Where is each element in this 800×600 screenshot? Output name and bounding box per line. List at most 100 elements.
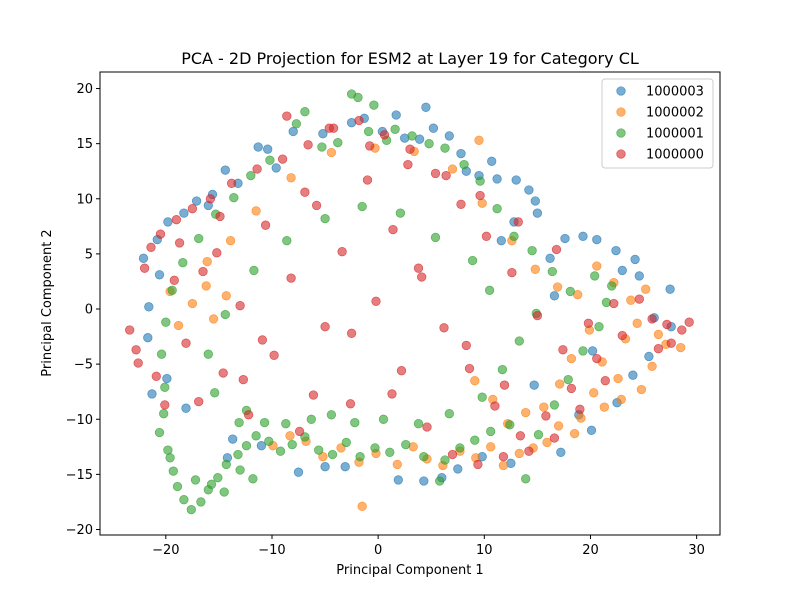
scatter-point: [461, 340, 471, 351]
scatter-point: [388, 224, 398, 235]
scatter-point: [326, 147, 337, 158]
scatter-point: [665, 284, 675, 294]
scatter-point: [430, 232, 441, 243]
scatter-point: [133, 358, 143, 368]
x-axis-label: Principal Component 1: [336, 563, 483, 578]
scatter-point: [467, 255, 478, 266]
scatter-point: [275, 446, 286, 456]
legend-label: 1000003: [646, 85, 704, 100]
legend-marker: [616, 128, 626, 138]
scatter-point: [265, 155, 275, 165]
scatter-point: [530, 196, 540, 206]
scatter-point: [219, 487, 229, 497]
scatter-point: [379, 130, 390, 140]
scatter-point: [387, 389, 397, 399]
scatter-point: [565, 286, 575, 297]
scatter-point: [647, 314, 657, 324]
scatter-point: [303, 140, 313, 150]
scatter-point: [167, 285, 177, 295]
scatter-point: [371, 296, 381, 306]
scatter-point: [555, 379, 565, 389]
scatter-point: [617, 330, 627, 341]
scatter-point: [263, 144, 273, 154]
scatter-point: [419, 476, 429, 486]
scatter-point: [563, 374, 573, 385]
scatter-point: [551, 244, 562, 255]
scatter-point: [241, 441, 252, 451]
scatter-point: [269, 350, 279, 360]
scatter-point: [653, 329, 664, 340]
scatter-point: [333, 137, 343, 148]
scatter-point: [201, 281, 211, 291]
plot-frame: [99, 71, 721, 536]
scatter-point: [385, 447, 395, 457]
scatter-point: [390, 124, 400, 134]
scatter-point: [294, 426, 305, 437]
scatter-point: [662, 319, 672, 330]
scatter-point: [362, 175, 373, 185]
scatter-point: [173, 320, 184, 331]
scatter-point: [318, 452, 328, 462]
x-tick-label: 30: [688, 543, 705, 558]
scatter-point: [392, 459, 402, 470]
scatter-point: [287, 439, 297, 450]
scatter-point: [253, 142, 263, 152]
scatter-point: [676, 342, 686, 353]
scatter-point: [521, 474, 531, 484]
scatter-point: [578, 346, 588, 356]
scatter-point: [340, 462, 350, 472]
scatter-point: [490, 401, 500, 411]
x-axis-ticks: −20 −10 0 10 20 30: [152, 535, 705, 558]
scatter-point: [477, 392, 487, 402]
scatter-point: [545, 253, 555, 263]
scatter-point: [628, 370, 638, 380]
scatter-point: [634, 294, 644, 304]
scatter-point: [187, 298, 198, 309]
scatter-point: [138, 253, 149, 263]
scatter-point: [589, 388, 599, 398]
scatter-point: [205, 194, 216, 204]
legend-label: 1000002: [646, 106, 704, 121]
scatter-point: [407, 131, 417, 141]
scatter-point: [417, 272, 427, 282]
scatter-point: [527, 245, 537, 256]
scatter-point: [455, 443, 465, 453]
scatter-point: [514, 336, 524, 346]
scatter-point: [474, 135, 484, 145]
scatter-point: [194, 396, 204, 407]
scatter-point: [509, 231, 519, 241]
scatter-point: [163, 217, 173, 227]
scatter-point: [532, 208, 543, 218]
scatter-point: [556, 447, 566, 457]
scatter-point: [496, 236, 506, 246]
scatter-point: [578, 231, 588, 241]
scatter-point: [459, 159, 469, 170]
scatter-point: [327, 449, 338, 460]
scatter-point: [419, 452, 429, 462]
y-tick-label: 5: [85, 247, 93, 262]
scatter-point: [218, 368, 228, 378]
scatter-point: [354, 115, 364, 126]
scatter-point: [139, 263, 150, 273]
legend-marker: [616, 86, 626, 96]
scatter-point: [507, 267, 517, 278]
scatter-point: [370, 443, 380, 453]
legend-marker: [616, 107, 626, 117]
scatter-point: [168, 466, 178, 476]
x-tick-label: −20: [152, 543, 179, 558]
scatter-point: [320, 462, 330, 472]
scatter-point: [198, 266, 208, 277]
scatter-point: [613, 373, 623, 384]
scatter-point: [401, 439, 411, 450]
scatter-point: [456, 199, 466, 209]
y-tick-label: 15: [76, 137, 93, 152]
scatter-point: [186, 504, 196, 515]
scatter-point: [369, 100, 379, 110]
legend-label: 1000001: [646, 127, 704, 142]
scatter-point: [626, 295, 636, 305]
scatter-point: [174, 238, 185, 248]
scatter-point: [252, 164, 262, 174]
scatter-point: [220, 165, 230, 175]
scatter-point: [233, 449, 243, 460]
y-tick-label: 0: [85, 303, 93, 318]
